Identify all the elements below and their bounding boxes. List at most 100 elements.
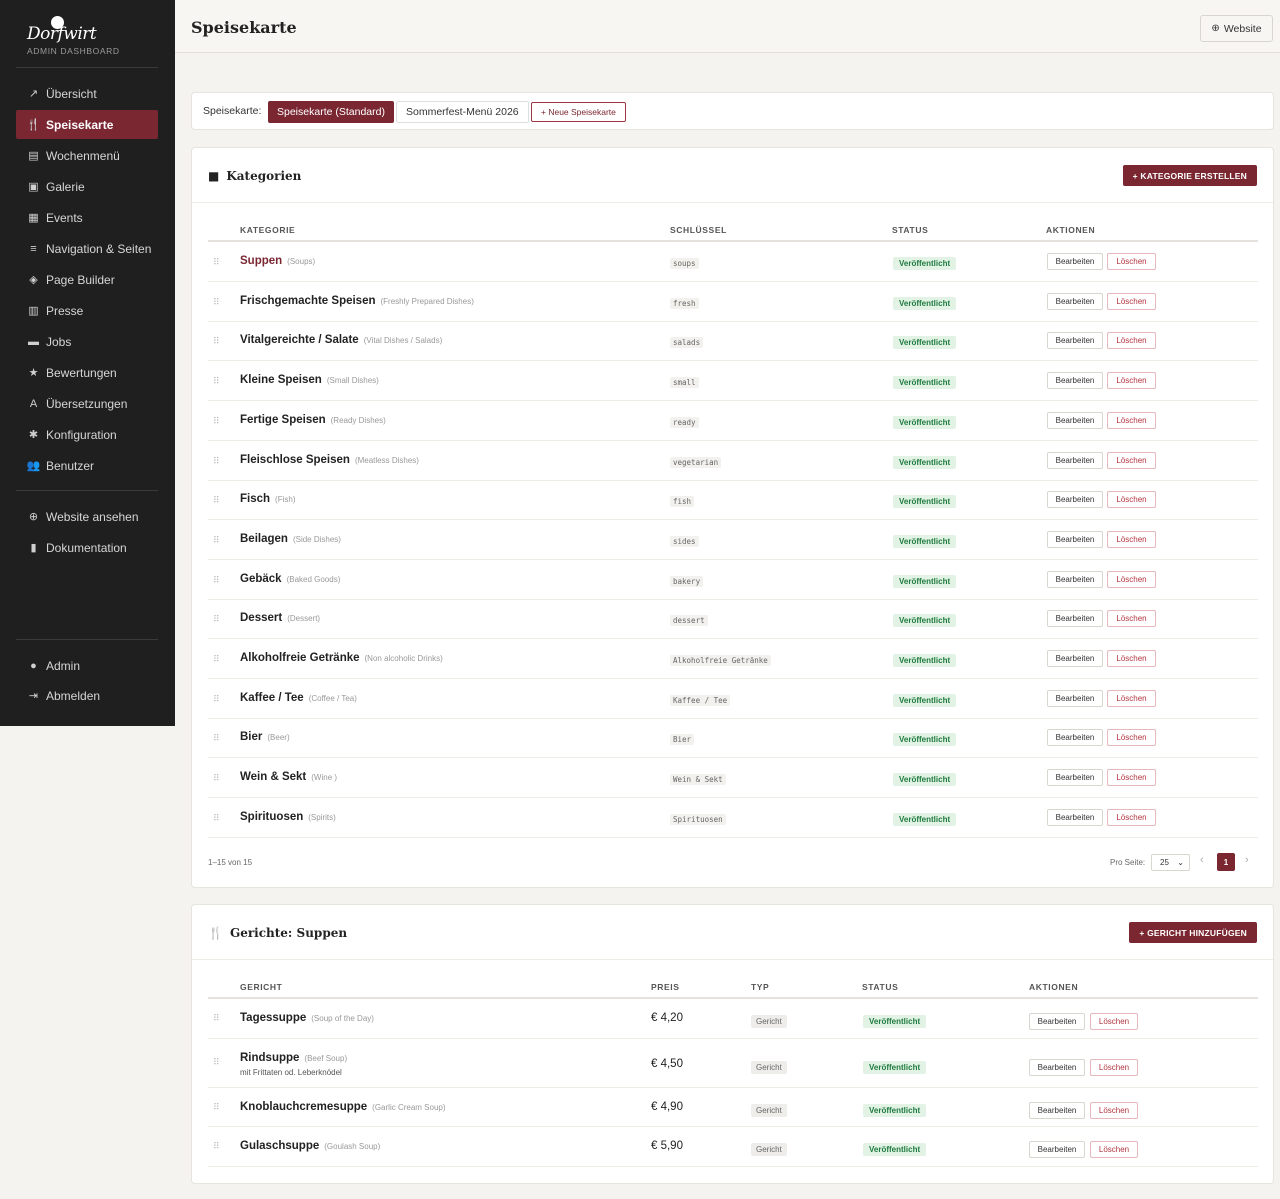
- column-header-kategorie[interactable]: KATEGORIE: [240, 225, 296, 235]
- delete-button[interactable]: Löschen: [1107, 570, 1156, 588]
- sidebar-item-konfiguration[interactable]: ✱ Konfiguration: [16, 420, 158, 449]
- new-menu-button[interactable]: + Neue Speisekarte: [531, 102, 626, 122]
- category-name: Wein & Sekt (Wine ): [240, 771, 337, 783]
- sidebar-item-speisekarte[interactable]: 🍴 Speisekarte: [16, 110, 158, 139]
- edit-button[interactable]: Bearbeiten: [1047, 808, 1103, 826]
- drag-handle-icon[interactable]: ⠿: [213, 296, 220, 307]
- delete-button[interactable]: Löschen: [1107, 292, 1156, 310]
- drag-handle-icon[interactable]: ⠿: [213, 1057, 220, 1067]
- delete-button[interactable]: Löschen: [1107, 729, 1156, 747]
- website-button[interactable]: ⊕ Website: [1200, 15, 1273, 42]
- edit-button[interactable]: Bearbeiten: [1029, 1102, 1085, 1119]
- next-page-icon[interactable]: ›: [1245, 854, 1249, 866]
- delete-button[interactable]: Löschen: [1090, 1141, 1138, 1158]
- sidebar-item-jobs[interactable]: ▬ Jobs: [16, 327, 158, 356]
- sidebar-item-label: Navigation & Seiten: [46, 241, 152, 256]
- sidebar-item-abmelden[interactable]: ⇥ Abmelden: [16, 681, 158, 710]
- column-header-preis[interactable]: PREIS: [651, 982, 680, 992]
- prev-page-icon[interactable]: ‹: [1200, 854, 1204, 866]
- drag-handle-icon[interactable]: ⠿: [213, 257, 220, 267]
- category-name[interactable]: Suppen (Soups): [240, 255, 315, 267]
- category-name: Vitalgereichte / Salate (Vital Dishes / S…: [240, 334, 442, 346]
- delete-button[interactable]: Löschen: [1107, 530, 1156, 548]
- edit-button[interactable]: Bearbeiten: [1047, 570, 1103, 588]
- sidebar-item-navigation-seiten[interactable]: ≡ Navigation & Seiten: [16, 234, 158, 263]
- column-header-gericht[interactable]: GERICHT: [240, 982, 283, 992]
- drag-handle-icon[interactable]: ⠿: [213, 455, 220, 466]
- drag-handle-icon[interactable]: ⠿: [213, 1102, 220, 1112]
- drag-handle-icon[interactable]: ⠿: [213, 614, 220, 625]
- edit-button[interactable]: Bearbeiten: [1047, 769, 1103, 787]
- sidebar-item-galerie[interactable]: ▣ Galerie: [16, 172, 158, 201]
- menu-tab-sommerfest[interactable]: Sommerfest-Menü 2026: [396, 101, 529, 123]
- create-category-button[interactable]: + KATEGORIE ERSTELLEN: [1122, 165, 1257, 186]
- drag-handle-icon[interactable]: ⠿: [213, 1013, 220, 1023]
- page-button-1[interactable]: 1: [1217, 853, 1235, 871]
- edit-button[interactable]: Bearbeiten: [1047, 729, 1103, 747]
- edit-button[interactable]: Bearbeiten: [1047, 411, 1103, 429]
- edit-button[interactable]: Bearbeiten: [1047, 253, 1103, 270]
- edit-button[interactable]: Bearbeiten: [1047, 650, 1103, 667]
- sidebar-item-dokumentation[interactable]: ▮ Dokumentation: [16, 533, 158, 562]
- drag-handle-icon[interactable]: ⠿: [213, 654, 220, 664]
- delete-button[interactable]: Löschen: [1107, 769, 1156, 787]
- status-badge: Veröffentlicht: [893, 376, 957, 390]
- edit-button[interactable]: Bearbeiten: [1047, 372, 1103, 390]
- sidebar-item-page-builder[interactable]: ◈ Page Builder: [16, 265, 158, 294]
- drag-handle-icon[interactable]: ⠿: [213, 534, 220, 545]
- delete-button[interactable]: Löschen: [1107, 332, 1156, 350]
- drag-handle-icon[interactable]: ⠿: [213, 693, 220, 704]
- delete-button[interactable]: Löschen: [1107, 650, 1156, 667]
- drag-handle-icon[interactable]: ⠿: [213, 336, 220, 347]
- drag-handle-icon[interactable]: ⠿: [213, 773, 220, 784]
- delete-button[interactable]: Löschen: [1090, 1059, 1138, 1076]
- column-header-schluessel[interactable]: SCHLÜSSEL: [670, 225, 727, 235]
- column-header-status[interactable]: STATUS: [892, 225, 929, 235]
- edit-button[interactable]: Bearbeiten: [1047, 610, 1103, 628]
- category-name-text: Vitalgereichte / Salate: [240, 334, 359, 347]
- add-dish-button[interactable]: + GERICHT HINZUFÜGEN: [1129, 922, 1257, 943]
- edit-button[interactable]: Bearbeiten: [1047, 530, 1103, 548]
- delete-button[interactable]: Löschen: [1107, 689, 1156, 707]
- per-page-label: Pro Seite:: [1110, 858, 1146, 867]
- delete-button[interactable]: Löschen: [1107, 411, 1156, 429]
- column-header-typ[interactable]: TYP: [751, 982, 770, 992]
- drag-handle-icon[interactable]: ⠿: [213, 812, 220, 823]
- delete-button[interactable]: Löschen: [1090, 1013, 1138, 1030]
- sidebar-item-ubersetzungen[interactable]: A Übersetzungen: [16, 389, 158, 418]
- delete-button[interactable]: Löschen: [1107, 808, 1156, 826]
- logo-subtitle: ADMIN DASHBOARD: [27, 46, 120, 56]
- edit-button[interactable]: Bearbeiten: [1047, 689, 1103, 707]
- drag-handle-icon[interactable]: ⠿: [213, 415, 220, 426]
- drag-handle-icon[interactable]: ⠿: [213, 376, 220, 387]
- delete-button[interactable]: Löschen: [1107, 372, 1156, 390]
- delete-button[interactable]: Löschen: [1107, 451, 1156, 469]
- delete-button[interactable]: Löschen: [1107, 253, 1156, 270]
- delete-button[interactable]: Löschen: [1090, 1102, 1138, 1119]
- edit-button[interactable]: Bearbeiten: [1047, 491, 1103, 509]
- drag-handle-icon[interactable]: ⠿: [213, 1141, 220, 1151]
- per-page-select[interactable]: 25 ⌄: [1151, 854, 1190, 871]
- column-header-status[interactable]: STATUS: [862, 982, 899, 992]
- edit-button[interactable]: Bearbeiten: [1047, 451, 1103, 469]
- delete-button[interactable]: Löschen: [1107, 491, 1156, 509]
- edit-button[interactable]: Bearbeiten: [1029, 1141, 1085, 1158]
- drag-handle-icon[interactable]: ⠿: [213, 733, 220, 744]
- edit-button[interactable]: Bearbeiten: [1029, 1059, 1085, 1076]
- menu-tab-standard[interactable]: Speisekarte (Standard): [268, 101, 394, 123]
- drag-handle-icon[interactable]: ⠿: [213, 574, 220, 585]
- sidebar-item-ubersicht[interactable]: ↗ Übersicht: [16, 79, 158, 108]
- logo[interactable]: Dorfwirt ADMIN DASHBOARD: [27, 14, 127, 58]
- sidebar-item-events[interactable]: ▦ Events: [16, 203, 158, 232]
- delete-button[interactable]: Löschen: [1107, 610, 1156, 628]
- sidebar-item-website-ansehen[interactable]: ⊕ Website ansehen: [16, 502, 158, 531]
- edit-button[interactable]: Bearbeiten: [1047, 332, 1103, 350]
- sidebar-item-wochenmenu[interactable]: ▤ Wochenmenü: [16, 141, 158, 170]
- sidebar-item-admin[interactable]: ● Admin: [16, 651, 158, 680]
- sidebar-item-presse[interactable]: ▥ Presse: [16, 296, 158, 325]
- drag-handle-icon[interactable]: ⠿: [213, 495, 220, 506]
- sidebar-item-benutzer[interactable]: 👥 Benutzer: [16, 451, 158, 480]
- edit-button[interactable]: Bearbeiten: [1047, 292, 1103, 310]
- sidebar-item-bewertungen[interactable]: ★ Bewertungen: [16, 358, 158, 387]
- edit-button[interactable]: Bearbeiten: [1029, 1013, 1085, 1030]
